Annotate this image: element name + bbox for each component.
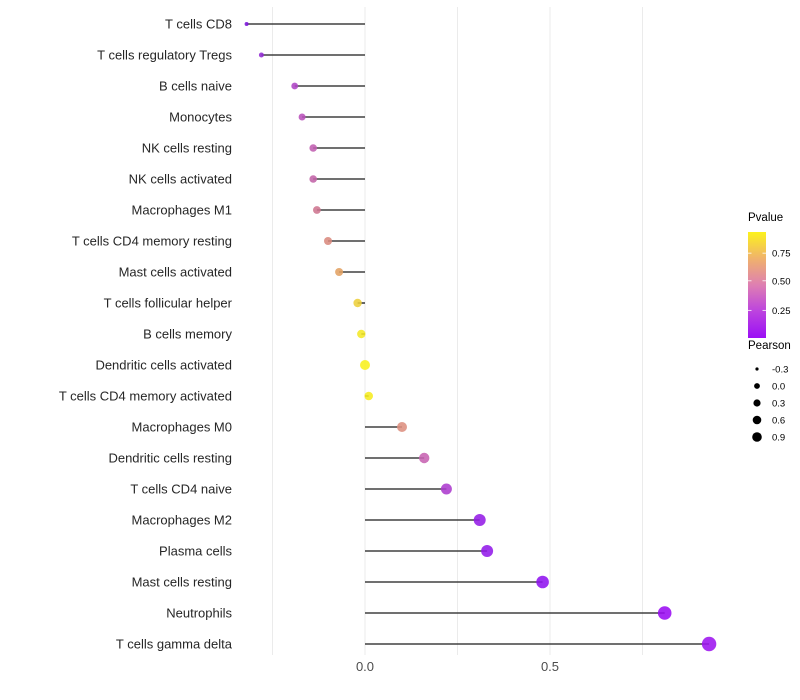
- points-group: [244, 22, 717, 652]
- pearson-size-key-label: 0.9: [772, 433, 785, 444]
- lollipop-point: [298, 113, 306, 121]
- lollipop-point: [309, 175, 318, 183]
- y-axis-label: T cells CD8: [165, 17, 232, 32]
- y-axis-label: Macrophages M1: [132, 203, 232, 218]
- y-axis-label: Dendritic cells activated: [95, 358, 232, 373]
- lollipop-point: [701, 636, 717, 652]
- y-axis-label: T cells CD4 naive: [130, 482, 232, 497]
- pearson-size-key-label: -0.3: [772, 365, 788, 376]
- lollipop-point: [536, 575, 549, 589]
- y-axis-label: T cells gamma delta: [116, 637, 233, 652]
- pearson-size-key-dot: [755, 367, 759, 371]
- y-axis-label: T cells follicular helper: [104, 296, 233, 311]
- lollipop-point: [324, 237, 332, 245]
- y-axis-label: Monocytes: [169, 110, 232, 125]
- y-axis-label: T cells regulatory Tregs: [97, 48, 232, 63]
- pvalue-colorbar: [748, 232, 766, 338]
- x-axis-tick-label: 0.5: [541, 659, 559, 674]
- y-axis-label: Plasma cells: [159, 544, 232, 559]
- pearson-size-key-label: 0.3: [772, 399, 785, 410]
- lollipop-point: [397, 422, 407, 432]
- y-axis-label: Mast cells activated: [119, 265, 232, 280]
- pearson-size-key-dot: [753, 399, 761, 407]
- y-axis-label: Macrophages M0: [132, 420, 232, 435]
- lollipop-point: [360, 360, 370, 370]
- lollipop-point: [353, 298, 362, 308]
- y-axis-label: B cells naive: [159, 79, 232, 94]
- lollipop-point: [657, 606, 672, 620]
- pearson-size-legend: Pearson -0.3 0.0 0.3 0.6 0.9: [748, 340, 791, 444]
- y-axis-label: Macrophages M2: [132, 513, 232, 528]
- pvalue-tick-label: 0.50: [772, 276, 791, 287]
- pvalue-tick-label: 0.25: [772, 306, 791, 317]
- lollipop-point: [313, 206, 321, 214]
- lollipop-point: [291, 82, 299, 90]
- y-axis-label: NK cells resting: [142, 141, 232, 156]
- y-axis-label: T cells CD4 memory activated: [59, 389, 232, 404]
- gridlines-group: [272, 7, 643, 655]
- y-axis-label: Dendritic cells resting: [108, 451, 232, 466]
- pearson-size-key-label: 0.0: [772, 382, 785, 393]
- pearson-size-key-label: 0.6: [772, 416, 785, 427]
- y-axis-label: Neutrophils: [166, 606, 232, 621]
- y-axis-label: B cells memory: [143, 327, 232, 342]
- lollipop-point: [357, 329, 366, 339]
- lollipop-point: [419, 452, 430, 464]
- pearson-legend-title: Pearson: [748, 340, 791, 352]
- y-axis-label: NK cells activated: [129, 172, 232, 187]
- lollipop-point: [309, 144, 318, 152]
- pearson-size-key-dot: [752, 432, 762, 442]
- pvalue-tick-label: 0.75: [772, 249, 791, 260]
- lollipop-point: [258, 52, 264, 58]
- y-axis-label: Mast cells resting: [132, 575, 232, 590]
- pvalue-legend: Pvalue 0.75 0.50 0.25: [748, 212, 791, 338]
- lollipop-point: [364, 391, 374, 401]
- pearson-size-key-dot: [754, 383, 760, 389]
- lollipop-point: [335, 268, 344, 276]
- lollipop-point: [473, 514, 486, 526]
- pvalue-legend-title: Pvalue: [748, 212, 783, 224]
- lollipop-point: [481, 545, 494, 557]
- sticks-group: [246, 23, 710, 645]
- y-axis-label: T cells CD4 memory resting: [72, 234, 232, 249]
- x-axis-tick-label: 0.0: [356, 659, 374, 674]
- lollipop-point: [440, 483, 452, 495]
- y-axis-labels-group: T cells CD8 T cells regulatory Tregs B cel…: [59, 17, 233, 652]
- lollipop-point: [244, 22, 249, 26]
- pearson-size-key-dot: [752, 415, 762, 425]
- x-axis-group: 0.0 0.5: [356, 659, 559, 674]
